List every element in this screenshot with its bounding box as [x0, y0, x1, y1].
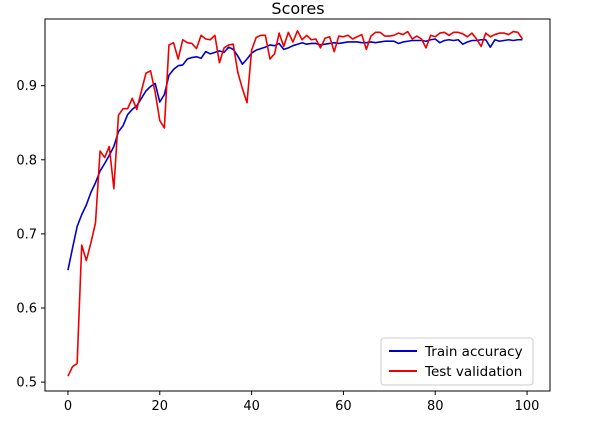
y-tick-label: 0.5	[16, 376, 37, 391]
legend-label-test-validation: Test validation	[424, 364, 522, 380]
x-tick-label: 100	[515, 399, 540, 414]
x-tick-label: 20	[151, 399, 168, 414]
y-tick-label: 0.8	[16, 153, 37, 168]
series-layer	[67, 30, 524, 377]
y-tick-label: 0.7	[16, 227, 37, 242]
y-tick-label: 0.6	[16, 302, 37, 317]
x-tick-label: 40	[243, 399, 260, 414]
y-axis: 0.5 0.6 0.7 0.8 0.9	[16, 79, 45, 391]
y-tick-label: 0.9	[16, 79, 37, 94]
series-line-train-accuracy	[67, 38, 523, 271]
series-line-test-validation	[67, 30, 524, 377]
x-tick-label: 60	[335, 399, 352, 414]
chart-title: Scores	[271, 0, 324, 18]
x-axis: 0 20 40 60 80 100	[64, 391, 540, 414]
legend: Train accuracy Test validation	[380, 337, 534, 386]
legend-box	[380, 337, 534, 386]
plot-frame	[44, 18, 551, 392]
x-tick-label: 80	[427, 399, 444, 414]
x-tick-label: 0	[64, 399, 72, 414]
legend-label-train-accuracy: Train accuracy	[424, 344, 523, 360]
